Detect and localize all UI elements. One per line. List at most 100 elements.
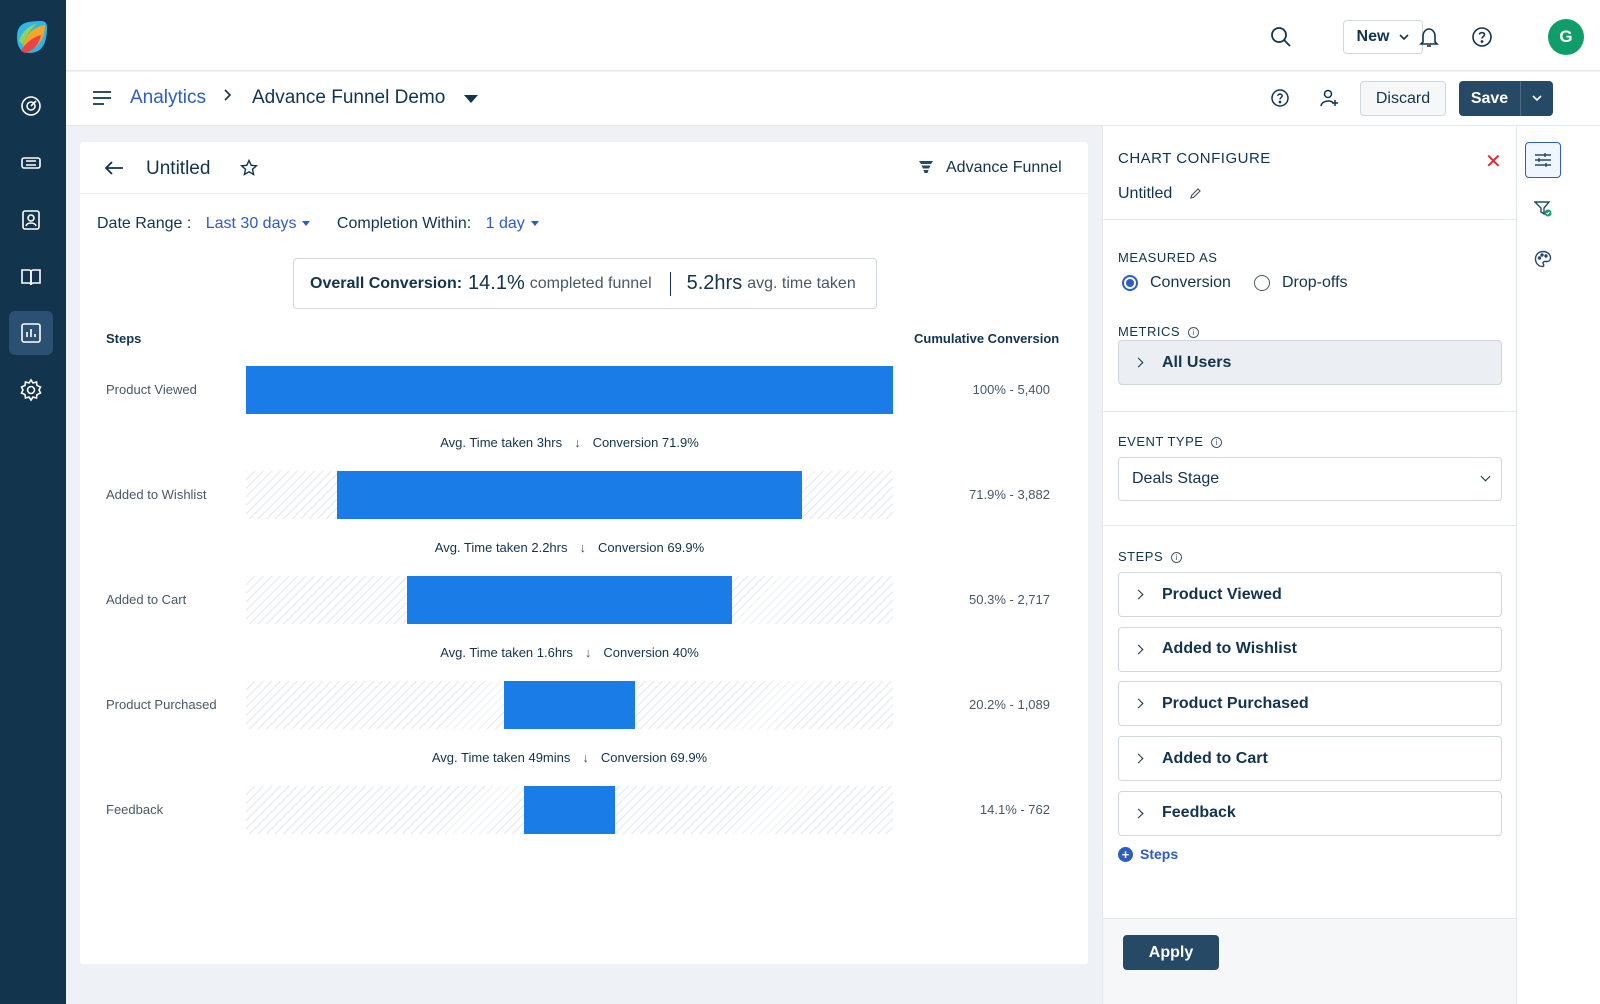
app-logo-icon[interactable] [11, 17, 51, 57]
chevron-right-icon [1133, 753, 1144, 764]
knowledge-base-nav-icon[interactable] [9, 255, 53, 299]
steps-label: STEPS [1118, 549, 1164, 564]
add-step-button[interactable]: + Steps [1118, 846, 1178, 862]
completion-value: 1 day [485, 215, 525, 232]
metrics-item-label: All Users [1162, 353, 1232, 371]
save-button-label[interactable]: Save [1459, 81, 1521, 116]
config-step-item[interactable]: Added to Cart [1118, 736, 1502, 782]
card-header: Untitled Advance Funnel [80, 142, 1088, 194]
overall-conversion-box: Overall Conversion: 14.1% completed funn… [293, 258, 877, 309]
cumulative-conversion-header: Cumulative Conversion [914, 331, 1060, 346]
funnel-bar[interactable] [504, 681, 635, 729]
date-range-dropdown[interactable]: Last 30 days [206, 215, 311, 232]
completion-dropdown[interactable]: 1 day [486, 215, 539, 232]
caret-down-icon [302, 221, 311, 227]
radio-drop-offs[interactable]: Drop-offs [1254, 274, 1348, 292]
funnel-step-label: Product Purchased [106, 697, 217, 712]
funnel-step-label: Feedback [106, 802, 164, 817]
chevron-right-icon [224, 88, 232, 106]
metrics-header: METRICS i [1118, 324, 1199, 339]
radio-drop-offs-label: Drop-offs [1282, 274, 1348, 291]
close-icon[interactable]: ✕ [1485, 151, 1502, 173]
avatar[interactable]: G [1548, 19, 1584, 55]
steps-column-header: Steps [106, 331, 142, 346]
favorite-star-icon[interactable] [239, 158, 259, 182]
overall-conversion-value: 14.1% [468, 272, 525, 294]
right-rail [1516, 126, 1600, 1004]
overall-conversion-label: Overall Conversion: [310, 274, 463, 292]
funnel-bar[interactable] [406, 576, 733, 624]
funnel-bar-track [246, 786, 893, 834]
info-icon[interactable]: i [1211, 437, 1223, 449]
info-icon[interactable]: i [1188, 327, 1199, 339]
chart-type-label: Advance Funnel [946, 159, 1062, 176]
cumulative-conversion-value: 20.2% - 1,089 [969, 697, 1050, 712]
event-type-section: EVENT TYPE i Deals Stage [1103, 412, 1517, 526]
step-conversion: Conversion 69.9% [600, 750, 708, 765]
info-icon[interactable]: i [1171, 552, 1183, 564]
cumulative-conversion-value: 14.1% - 762 [979, 802, 1050, 817]
settings-nav-icon[interactable] [9, 368, 53, 412]
avg-time-taken: Avg. Time taken 1.6hrs [440, 645, 573, 660]
discard-button[interactable]: Discard [1360, 81, 1446, 116]
step-conversion: Conversion 71.9% [592, 435, 699, 450]
apply-button[interactable]: Apply [1123, 935, 1219, 970]
breadcrumb: Analytics Advance Funnel Demo Discard Sa… [66, 72, 1600, 126]
arrow-down-icon: ↓ [584, 645, 592, 660]
metrics-label: METRICS [1118, 324, 1180, 339]
radio-conversion[interactable]: Conversion [1122, 274, 1231, 292]
chevron-right-icon [1133, 808, 1144, 819]
avg-time-taken: Avg. Time taken 49mins [431, 750, 571, 765]
avg-time-taken: Avg. Time taken 2.2hrs [434, 540, 568, 555]
back-arrow-icon[interactable] [104, 160, 124, 181]
event-type-select[interactable]: Deals Stage [1118, 457, 1502, 501]
step-transition: Avg. Time taken 49mins ↓ Conversion 69.9% [246, 750, 893, 765]
save-button[interactable]: Save [1459, 81, 1553, 116]
config-step-label: Added to Cart [1162, 749, 1268, 767]
funnel-filter-icon[interactable] [1525, 191, 1561, 227]
completion-label: Completion Within: [336, 215, 472, 232]
radio-unselected-icon [1254, 275, 1270, 291]
save-options-chevron-icon[interactable] [1521, 81, 1553, 116]
top-bar: New G [66, 0, 1600, 71]
share-user-icon[interactable] [1319, 88, 1339, 113]
report-dropdown-caret-icon[interactable] [464, 95, 478, 103]
funnel-icon [918, 159, 934, 182]
config-step-item[interactable]: Product Purchased [1118, 681, 1502, 727]
chevron-down-icon [1480, 471, 1491, 482]
search-icon[interactable] [1268, 24, 1294, 50]
dashboard-nav-icon[interactable] [9, 84, 53, 128]
chevron-right-icon [1133, 589, 1144, 600]
breadcrumb-analytics-link[interactable]: Analytics [130, 87, 207, 108]
notification-bell-icon[interactable] [1416, 24, 1442, 50]
config-panel-title: CHART CONFIGURE [1118, 150, 1271, 167]
radio-selected-icon [1122, 275, 1138, 291]
funnel-bar[interactable] [246, 366, 893, 414]
configure-sliders-icon[interactable] [1525, 142, 1561, 178]
theme-palette-icon[interactable] [1525, 241, 1561, 277]
funnel-bar[interactable] [336, 471, 803, 519]
report-help-icon[interactable] [1270, 88, 1290, 113]
overall-conversion-suffix: completed funnel [529, 274, 652, 292]
tickets-nav-icon[interactable] [9, 141, 53, 185]
help-icon[interactable] [1469, 24, 1495, 50]
config-step-item[interactable]: Added to Wishlist [1118, 626, 1502, 672]
steps-header: STEPS i [1118, 549, 1183, 564]
apply-bar: Apply [1103, 918, 1517, 1004]
config-step-item[interactable]: Feedback [1118, 790, 1502, 836]
funnel-bar-track [246, 471, 893, 519]
step-transition: Avg. Time taken 1.6hrs ↓ Conversion 40% [246, 645, 893, 660]
cumulative-conversion-value: 71.9% - 3,882 [969, 487, 1050, 502]
edit-pencil-icon[interactable] [1189, 187, 1202, 205]
new-button[interactable]: New [1343, 20, 1423, 54]
config-step-label: Product Purchased [1162, 694, 1309, 712]
funnel-step-label: Added to Wishlist [106, 487, 207, 502]
config-step-item[interactable]: Product Viewed [1118, 572, 1502, 617]
step-conversion: Conversion 69.9% [597, 540, 705, 555]
analytics-nav-icon[interactable] [9, 311, 53, 355]
metrics-all-users-item[interactable]: All Users [1118, 340, 1502, 385]
contacts-nav-icon[interactable] [9, 198, 53, 242]
menu-icon[interactable] [92, 90, 112, 111]
funnel-bar[interactable] [523, 786, 616, 834]
plus-icon: + [1118, 846, 1133, 862]
